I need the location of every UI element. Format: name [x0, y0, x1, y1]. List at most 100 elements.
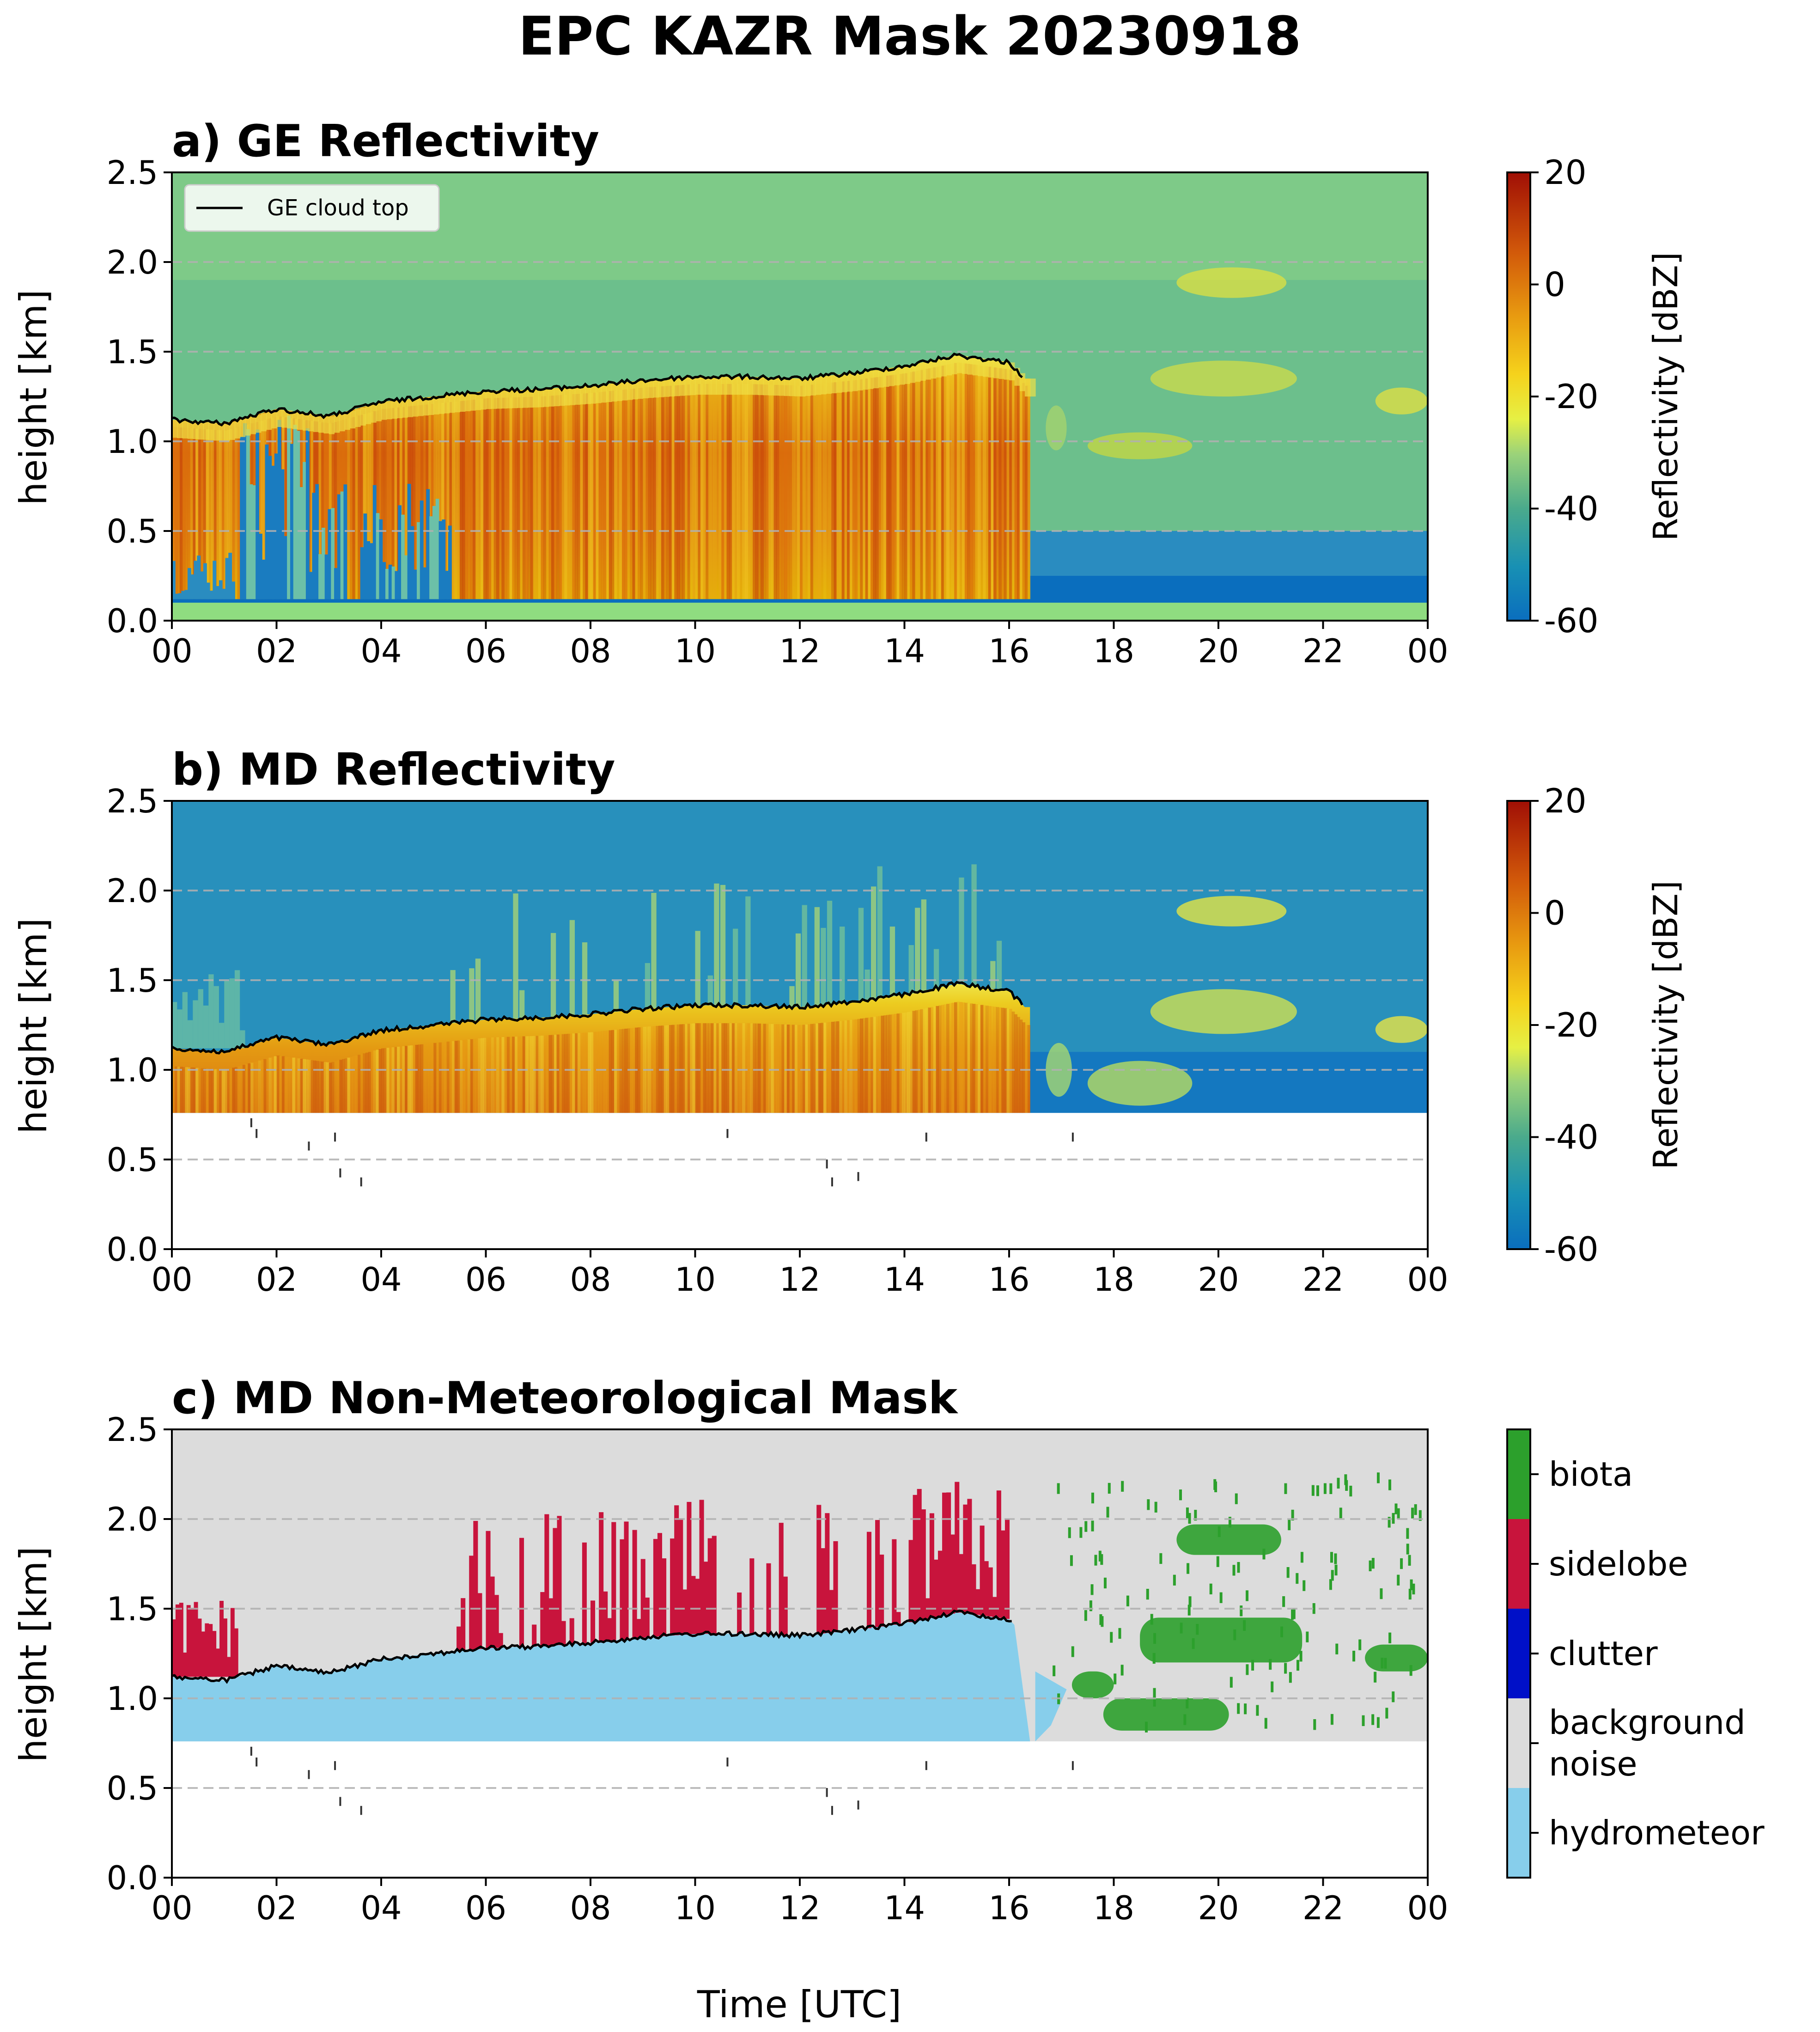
cloud-top-band — [203, 422, 209, 440]
reflectivity-streak — [520, 1036, 523, 1113]
reflectivity-streak — [802, 385, 806, 599]
reflectivity-streak — [1009, 1009, 1012, 1113]
reflectivity-streak — [731, 1023, 735, 1113]
reflectivity-streak — [904, 1012, 908, 1113]
reflectivity-streak — [326, 1062, 329, 1113]
gap-streak — [287, 415, 291, 599]
sidelobe-spike — [473, 1521, 478, 1650]
reflectivity-streak — [873, 1017, 877, 1113]
x-tick-label: 20 — [1198, 1889, 1239, 1927]
plot-area-a — [171, 172, 1428, 621]
gap-streak — [388, 564, 392, 599]
cloud-top-band — [433, 397, 439, 415]
reflectivity-streak — [731, 384, 735, 599]
biota-speck — [1291, 1509, 1294, 1521]
reflectivity-streak — [352, 417, 356, 599]
reflectivity-streak — [1014, 375, 1017, 599]
reflectivity-streak — [221, 1069, 225, 1113]
reflectivity-streak — [378, 409, 382, 599]
sidelobe-spike — [175, 1604, 180, 1677]
category-colorbar-frame — [1506, 1428, 1531, 1879]
biota-speck — [1084, 1610, 1087, 1621]
reflectivity-streak — [854, 380, 858, 599]
cloud-top-band — [679, 378, 685, 396]
reflectivity-streak — [949, 364, 952, 599]
biota-speck — [1388, 1632, 1392, 1643]
colorbar-tick-label: -40 — [1544, 1118, 1599, 1157]
reflectivity-streak — [561, 1034, 565, 1113]
sidelobe-plume — [450, 970, 456, 1024]
cloud-top-band — [486, 391, 492, 409]
reflectivity-streak — [358, 1055, 361, 1113]
gap-streak — [225, 558, 229, 599]
cloud-top-band — [873, 370, 879, 389]
gap-streak — [448, 525, 452, 599]
biota-speck — [1288, 1519, 1291, 1531]
biota-speck — [1187, 1605, 1191, 1616]
reflectivity-streak — [802, 1025, 806, 1113]
reflectivity-streak — [711, 1023, 714, 1113]
sidelobe-spike — [590, 1600, 596, 1643]
biota-speck — [1180, 1623, 1183, 1634]
reflectivity-streak — [436, 1043, 439, 1113]
sidelobe-spike — [892, 1539, 897, 1625]
x-tick-label: 14 — [884, 1261, 925, 1299]
biota-speck — [1187, 1563, 1190, 1574]
cloud-top-band — [449, 395, 455, 413]
gap-streak — [410, 526, 414, 599]
sidelobe-spike — [963, 1504, 968, 1613]
cloud-top-band — [402, 399, 408, 418]
cloud-top-band — [219, 423, 225, 441]
reflectivity-streak — [274, 1056, 277, 1113]
cloud-top-band — [690, 377, 696, 395]
reflectivity-streak — [585, 393, 589, 599]
reflectivity-streak — [504, 1037, 507, 1113]
sidelobe-spike — [687, 1501, 692, 1635]
reflectivity-streak — [268, 1057, 272, 1113]
gap-streak — [181, 591, 185, 599]
reflectivity-streak — [371, 1051, 374, 1113]
gap-streak — [200, 571, 204, 599]
reflectivity-streak — [886, 375, 889, 599]
reflectivity-streak — [839, 1021, 842, 1113]
reflectivity-streak — [886, 1015, 889, 1113]
reflectivity-streak — [695, 384, 699, 599]
gap-streak — [216, 586, 219, 599]
biota-speck — [1362, 1715, 1365, 1726]
cloud-top-band — [360, 408, 366, 426]
reflectivity-streak — [543, 396, 547, 599]
reflectivity-streak — [1014, 1014, 1017, 1113]
reflectivity-streak — [483, 398, 487, 599]
biota-speck — [1256, 1705, 1259, 1716]
reflectivity-streak — [546, 1035, 549, 1113]
reflectivity-streak — [836, 382, 840, 599]
sidelobe-plume — [198, 989, 203, 1049]
reflectivity-streak — [690, 1023, 693, 1113]
biota-speck — [1330, 1552, 1333, 1563]
biota-speck — [1159, 1553, 1163, 1564]
reflectivity-streak — [475, 399, 479, 599]
reflectivity-streak — [695, 1023, 699, 1113]
biota-speck — [1330, 1714, 1333, 1725]
reflectivity-streak — [410, 406, 413, 599]
cloud-top-band — [198, 421, 204, 440]
cloud-top-band — [726, 377, 732, 395]
reflectivity-streak — [891, 375, 895, 599]
speck — [360, 1177, 362, 1187]
sidelobe-spike — [678, 1519, 683, 1635]
reflectivity-streak — [920, 370, 924, 599]
reflectivity-streak — [614, 391, 617, 599]
cloud-top-line — [171, 352, 1023, 427]
sidelobe-plume — [889, 926, 895, 997]
reflectivity-streak — [915, 371, 918, 599]
cloud-top-band — [297, 412, 304, 430]
reflectivity-streak — [541, 396, 544, 599]
reflectivity-streak — [470, 400, 474, 599]
cloud-top-band — [674, 378, 680, 397]
x-tick-label: 08 — [570, 1889, 611, 1927]
gap-streak — [203, 563, 207, 599]
colorbar-label: Reflectivity [dBZ] — [1646, 880, 1685, 1170]
gap-streak — [404, 555, 408, 599]
sidelobe-spike — [875, 1520, 880, 1627]
sidelobe-spike — [879, 1554, 884, 1627]
